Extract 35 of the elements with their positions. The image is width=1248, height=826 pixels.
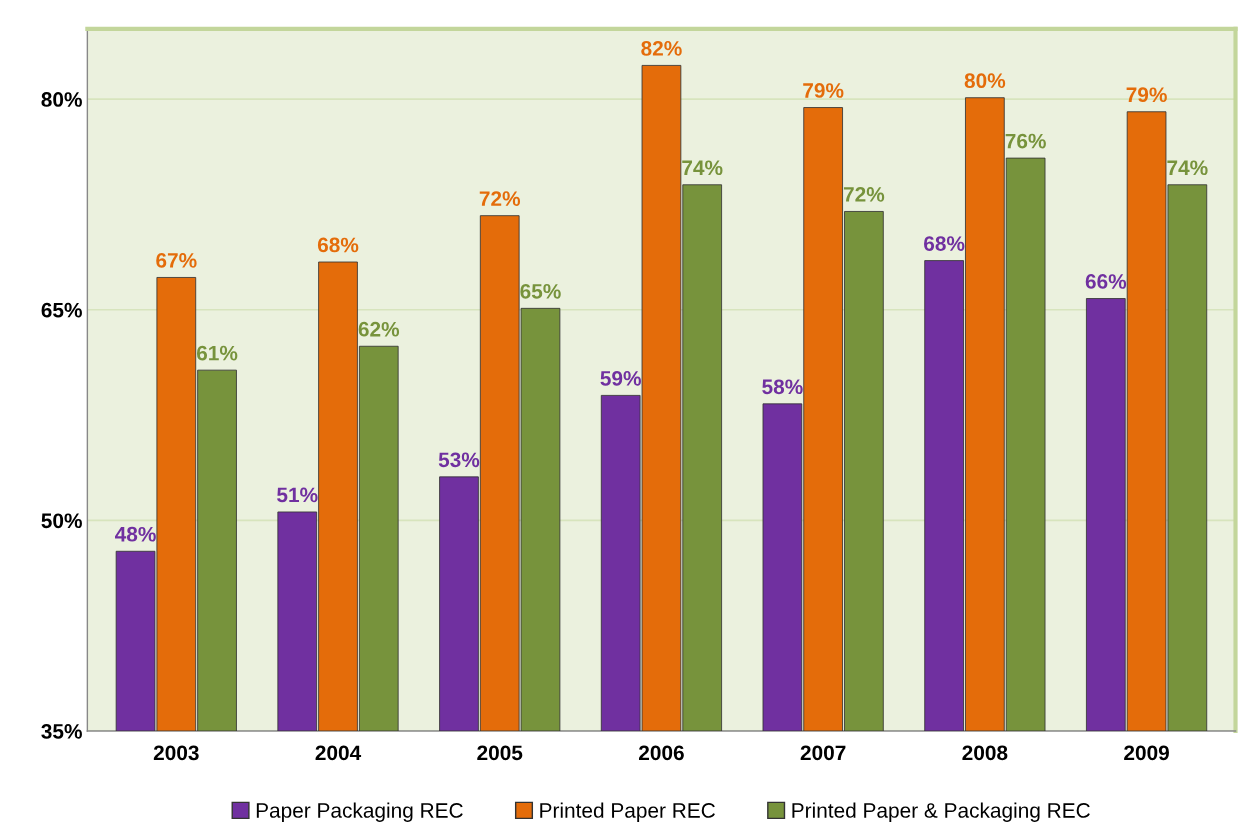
data-label: 72%: [843, 187, 885, 202]
data-label: 74%: [682, 160, 723, 176]
data-label: 58%: [762, 379, 803, 395]
legend-label: Printed Paper & Packaging REC: [792, 802, 1090, 822]
legend-label: Paper Packaging REC: [256, 802, 463, 822]
data-label: 65%: [520, 283, 561, 299]
x-tick-label: 2009: [1124, 745, 1169, 761]
data-label: 76%: [1005, 133, 1046, 149]
data-label: 62%: [358, 321, 400, 337]
x-tick-label: 2007: [800, 745, 846, 761]
y-tick-label: 80%: [41, 92, 82, 107]
data-label: 51%: [277, 487, 318, 503]
x-tick-label: 2006: [638, 745, 684, 761]
x-tick-label: 2005: [477, 745, 523, 761]
data-label: 80%: [964, 73, 1006, 89]
y-tick-label: 65%: [41, 302, 82, 318]
data-label: 68%: [924, 236, 965, 251]
data-label: 53%: [438, 452, 480, 468]
data-label: 79%: [1126, 87, 1167, 103]
data-label: 74%: [1167, 160, 1208, 176]
data-label: 72%: [479, 191, 521, 206]
y-tick-label: 50%: [41, 513, 82, 529]
data-label: 48%: [115, 526, 156, 542]
data-label: 66%: [1085, 274, 1127, 289]
data-label: 61%: [196, 345, 238, 361]
data-label: 82%: [641, 40, 682, 56]
data-label: 79%: [803, 83, 844, 98]
x-tick-label: 2008: [962, 745, 1008, 761]
data-label: 59%: [600, 370, 641, 386]
data-label: 67%: [156, 253, 197, 268]
x-tick-label: 2004: [315, 745, 362, 761]
x-tick-label: 2003: [153, 745, 199, 761]
legend-label: Printed Paper REC: [540, 802, 715, 822]
y-tick-label: 35%: [41, 724, 82, 739]
data-label: 68%: [317, 237, 359, 253]
